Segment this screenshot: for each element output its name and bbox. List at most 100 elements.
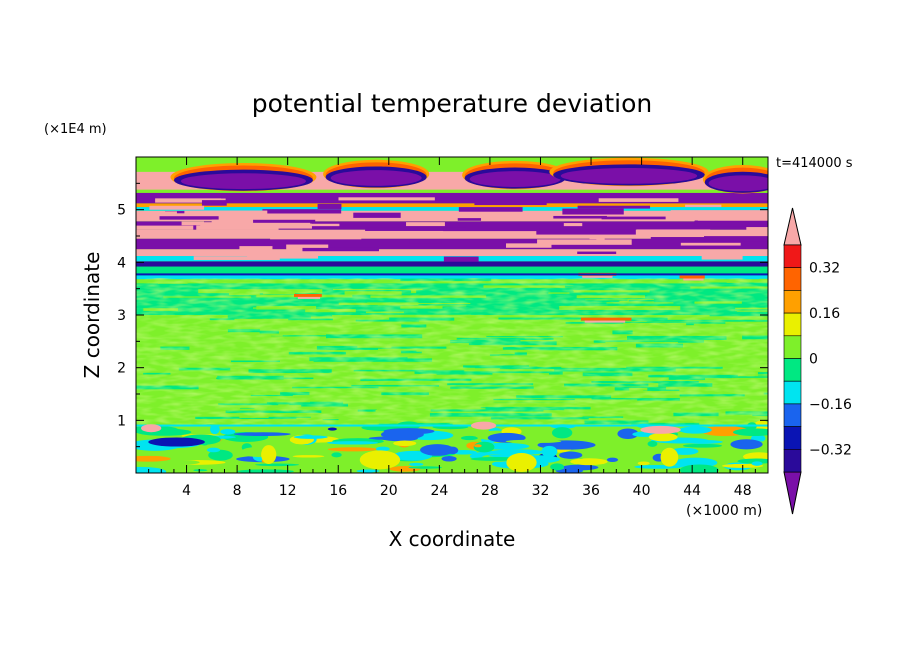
colorbar-label: −0.16 xyxy=(809,397,852,413)
upper-streak xyxy=(458,207,523,212)
turbulent-cell xyxy=(647,440,658,447)
upper-streak xyxy=(253,219,316,223)
colorbar-label: −0.32 xyxy=(809,442,852,458)
turbulent-cell xyxy=(732,428,768,437)
upper-streak xyxy=(601,216,666,220)
turbulent-cell xyxy=(209,424,220,435)
upper-streak xyxy=(201,200,227,206)
band-15 xyxy=(136,189,768,193)
turbulent-cell xyxy=(220,428,236,435)
pink-patch xyxy=(141,424,162,433)
turbulent-cell xyxy=(541,445,558,458)
upper-streak xyxy=(181,221,204,226)
upper-streak xyxy=(704,236,768,242)
upper-streak xyxy=(406,222,445,227)
turbulent-cell xyxy=(208,449,233,461)
upper-streak xyxy=(562,208,624,215)
upper-streak xyxy=(136,225,194,230)
band-14 xyxy=(136,192,768,204)
x-tick-label: 12 xyxy=(279,483,297,499)
billow-core xyxy=(330,170,422,186)
upper-streak xyxy=(247,255,319,259)
x-tick-label: 44 xyxy=(683,483,701,499)
warm-streak xyxy=(582,275,613,278)
turbulent-cell xyxy=(292,455,325,458)
upper-streak xyxy=(505,243,552,248)
turbulent-cell xyxy=(730,439,763,450)
turbulent-cell xyxy=(679,464,719,473)
mid-streak xyxy=(761,377,768,382)
x-tick-label: 20 xyxy=(380,483,398,499)
upper-streak xyxy=(409,239,442,244)
colorbar-box xyxy=(783,403,802,427)
turbulent-cell xyxy=(356,469,380,473)
upper-streak xyxy=(193,256,280,260)
warm-streak xyxy=(584,320,626,323)
turbulent-cell xyxy=(409,462,424,466)
heatmap-field xyxy=(136,157,768,473)
colorbar-top-extension xyxy=(783,207,802,246)
upper-streak xyxy=(338,197,435,201)
upper-streak xyxy=(302,247,379,252)
colorbar-box xyxy=(783,448,802,473)
boundary-line xyxy=(136,424,768,427)
y-axis: 1 2 3 4 5 xyxy=(117,182,768,448)
turbulent-cell xyxy=(460,435,478,441)
turbulent-cell xyxy=(164,460,200,465)
band-5 xyxy=(136,261,768,267)
upper-streak xyxy=(159,216,219,220)
turbulent-cell xyxy=(136,466,167,473)
time-label: t=414000 s xyxy=(776,156,853,171)
turbulent-cell xyxy=(193,469,208,472)
x-tick-label: 40 xyxy=(633,483,651,499)
x-tick-label: 4 xyxy=(182,483,191,499)
plume xyxy=(506,452,537,472)
x-axis: 4 8 12 16 20 24 28 32 36 40 44 48 xyxy=(148,157,756,499)
colorbar-box xyxy=(783,290,802,314)
mid-streak xyxy=(752,301,768,303)
upper-streak xyxy=(650,237,713,240)
turbulent-cell xyxy=(559,451,583,459)
warm-streak xyxy=(679,275,705,279)
upper-streak xyxy=(443,256,479,262)
upper-streak xyxy=(155,198,226,203)
y-tick-label: 5 xyxy=(117,203,126,219)
billow-core xyxy=(469,171,561,187)
turbulent-cell xyxy=(474,444,482,448)
upper-streak xyxy=(680,242,741,246)
turbulent-cell xyxy=(617,428,639,440)
turbulent-cell xyxy=(679,426,712,434)
x-tick-label: 16 xyxy=(329,483,347,499)
pink-patch xyxy=(470,421,497,430)
upper-streak xyxy=(184,210,268,216)
billow-core xyxy=(180,173,307,190)
colorbar-label: 0.16 xyxy=(809,306,840,322)
colorbar-box xyxy=(783,244,802,269)
turbulent-cell xyxy=(606,457,619,462)
upper-streak xyxy=(286,244,329,250)
upper-streak xyxy=(577,205,651,209)
turbulent-cell xyxy=(570,458,608,466)
turbulent-cell xyxy=(561,464,599,471)
warm-streak xyxy=(683,278,704,281)
colorbar-label: 0.32 xyxy=(809,261,840,277)
y-unit-label: (×1E4 m) xyxy=(44,122,107,137)
turbulent-cell xyxy=(148,437,205,447)
upper-streak xyxy=(221,194,307,199)
plume xyxy=(660,447,679,467)
turbulent-cell xyxy=(233,432,291,437)
colorbar: 0.32 0.16 0 −0.16 −0.32 xyxy=(783,207,852,515)
colorbar-box xyxy=(783,426,802,450)
turbulent-cell xyxy=(206,447,221,453)
upper-streak xyxy=(536,229,636,235)
colorbar-box xyxy=(783,335,802,359)
turbulent-cell xyxy=(441,456,457,462)
x-unit-label: (×1000 m) xyxy=(686,503,762,519)
x-tick-label: 8 xyxy=(233,483,242,499)
turbulent-cell xyxy=(551,427,573,439)
x-tick-label: 28 xyxy=(481,483,499,499)
upper-streak xyxy=(353,212,401,218)
turbulent-cell xyxy=(447,446,459,455)
upper-streak xyxy=(273,223,312,229)
mid-streak xyxy=(763,392,768,395)
